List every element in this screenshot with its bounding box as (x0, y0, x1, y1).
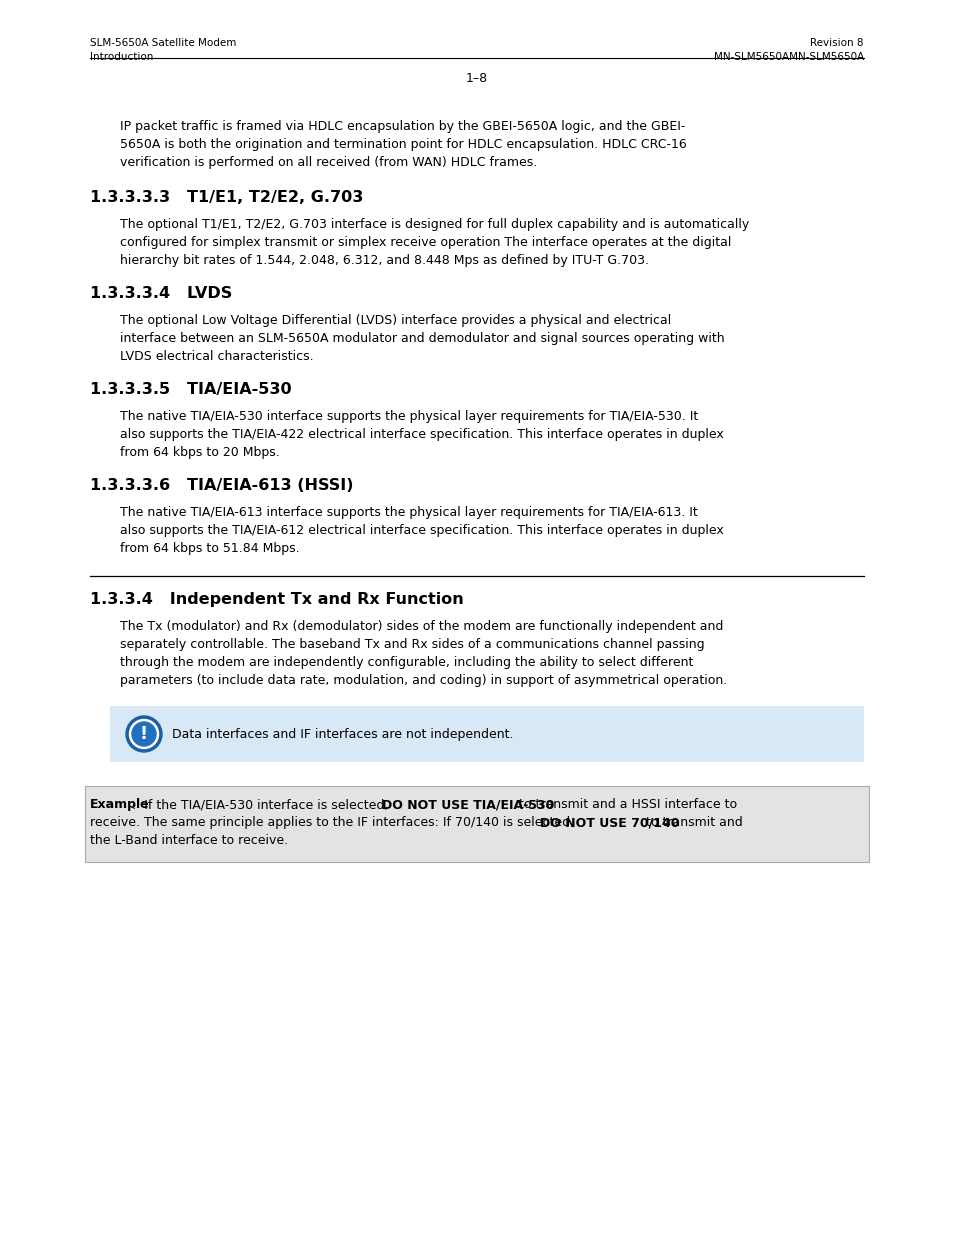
Text: DO NOT USE 70/140: DO NOT USE 70/140 (539, 816, 679, 829)
Text: to transmit and: to transmit and (641, 816, 742, 829)
Text: also supports the TIA/EIA-612 electrical interface specification. This interface: also supports the TIA/EIA-612 electrical… (120, 524, 723, 537)
Text: LVDS electrical characteristics.: LVDS electrical characteristics. (120, 350, 314, 363)
Text: 1.3.3.3.4   LVDS: 1.3.3.3.4 LVDS (90, 287, 232, 301)
Text: The native TIA/EIA-613 interface supports the physical layer requirements for TI: The native TIA/EIA-613 interface support… (120, 506, 697, 519)
Text: Data interfaces and IF interfaces are not independent.: Data interfaces and IF interfaces are no… (172, 727, 513, 741)
Text: :  If the TIA/EIA-530 interface is selected,: : If the TIA/EIA-530 interface is select… (132, 798, 393, 811)
Text: to transmit and a HSSI interface to: to transmit and a HSSI interface to (515, 798, 737, 811)
Text: 1.3.3.3.5   TIA/EIA-530: 1.3.3.3.5 TIA/EIA-530 (90, 382, 292, 396)
Text: also supports the TIA/EIA-422 electrical interface specification. This interface: also supports the TIA/EIA-422 electrical… (120, 429, 723, 441)
Text: 1–8: 1–8 (465, 72, 488, 85)
Text: The Tx (modulator) and Rx (demodulator) sides of the modem are functionally inde: The Tx (modulator) and Rx (demodulator) … (120, 620, 722, 634)
Text: 1.3.3.4   Independent Tx and Rx Function: 1.3.3.4 Independent Tx and Rx Function (90, 592, 463, 606)
Text: configured for simplex transmit or simplex receive operation The interface opera: configured for simplex transmit or simpl… (120, 236, 731, 249)
Text: verification is performed on all received (from WAN) HDLC frames.: verification is performed on all receive… (120, 156, 537, 169)
Bar (85, 785, 868, 862)
Text: SLM-5650A Satellite Modem: SLM-5650A Satellite Modem (90, 38, 236, 48)
Text: parameters (to include data rate, modulation, and coding) in support of asymmetr: parameters (to include data rate, modula… (120, 674, 726, 687)
Text: 1.3.3.3.6   TIA/EIA-613 (HSSI): 1.3.3.3.6 TIA/EIA-613 (HSSI) (90, 478, 354, 493)
Text: !: ! (140, 725, 148, 743)
Text: through the modem are independently configurable, including the ability to selec: through the modem are independently conf… (120, 656, 693, 669)
Text: from 64 kbps to 20 Mbps.: from 64 kbps to 20 Mbps. (120, 446, 279, 459)
Text: hierarchy bit rates of 1.544, 2.048, 6.312, and 8.448 Mps as defined by ITU-T G.: hierarchy bit rates of 1.544, 2.048, 6.3… (120, 254, 648, 267)
Text: the L-Band interface to receive.: the L-Band interface to receive. (90, 834, 288, 847)
Text: MN-SLM5650AMN-SLM5650A: MN-SLM5650AMN-SLM5650A (713, 52, 863, 62)
Circle shape (126, 716, 162, 752)
Text: separately controllable. The baseband Tx and Rx sides of a communications channe: separately controllable. The baseband Tx… (120, 638, 704, 651)
Circle shape (130, 720, 158, 748)
Text: Example: Example (90, 798, 150, 811)
Bar (110, 706, 863, 762)
Text: interface between an SLM-5650A modulator and demodulator and signal sources oper: interface between an SLM-5650A modulator… (120, 332, 724, 345)
Text: DO NOT USE TIA/EIA-530: DO NOT USE TIA/EIA-530 (382, 798, 554, 811)
Text: Revision 8: Revision 8 (810, 38, 863, 48)
Text: The native TIA/EIA-530 interface supports the physical layer requirements for TI: The native TIA/EIA-530 interface support… (120, 410, 698, 424)
Text: The optional Low Voltage Differential (LVDS) interface provides a physical and e: The optional Low Voltage Differential (L… (120, 314, 671, 327)
Text: 5650A is both the origination and termination point for HDLC encapsulation. HDLC: 5650A is both the origination and termin… (120, 138, 686, 151)
Text: from 64 kbps to 51.84 Mbps.: from 64 kbps to 51.84 Mbps. (120, 542, 299, 555)
Circle shape (132, 722, 156, 746)
Text: The optional T1/E1, T2/E2, G.703 interface is designed for full duplex capabilit: The optional T1/E1, T2/E2, G.703 interfa… (120, 219, 748, 231)
Text: 1.3.3.3.3   T1/E1, T2/E2, G.703: 1.3.3.3.3 T1/E1, T2/E2, G.703 (90, 190, 363, 205)
Text: Introduction: Introduction (90, 52, 153, 62)
Text: IP packet traffic is framed via HDLC encapsulation by the GBEI-5650A logic, and : IP packet traffic is framed via HDLC enc… (120, 120, 684, 133)
Text: receive. The same principle applies to the IF interfaces: If 70/140 is selected,: receive. The same principle applies to t… (90, 816, 578, 829)
